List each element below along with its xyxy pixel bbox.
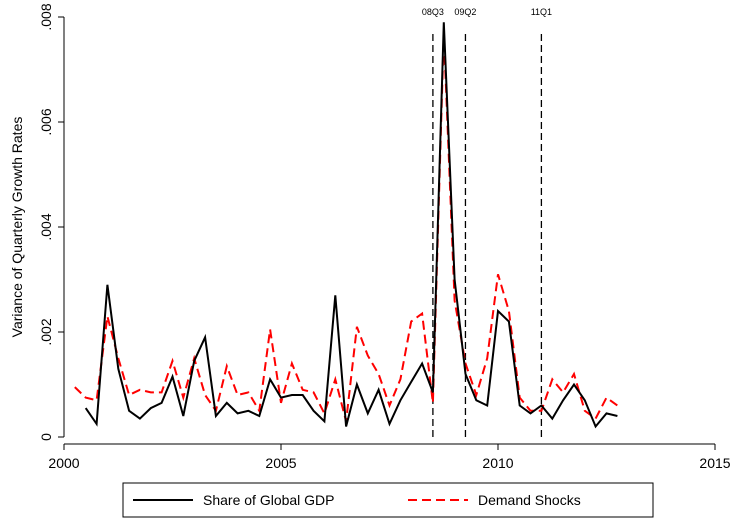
- x-tick-label: 2000: [48, 455, 79, 471]
- y-axis-title: Variance of Quarterly Growth Rates: [9, 117, 25, 338]
- event-label: 11Q1: [531, 7, 552, 17]
- y-tick-label: .006: [38, 108, 54, 135]
- x-tick-label: 2010: [482, 455, 513, 471]
- axes: 0 .002 .004 .006 .008 2000 2005 2010 2015 Varia…: [9, 3, 731, 471]
- series-line-1: [84, 22, 618, 429]
- legend-box: [122, 482, 654, 518]
- y-axis-ticks: 0 .002 .004 .006 .008: [38, 3, 64, 441]
- legend: Share of Global GDP Demand Shocks: [122, 482, 654, 518]
- series-lines: [74, 22, 618, 429]
- y-tick-label: .008: [38, 3, 54, 30]
- legend-label: Demand Shocks: [478, 492, 581, 508]
- legend-label: Share of Global GDP: [203, 492, 335, 508]
- y-tick-label: .002: [38, 318, 54, 345]
- x-tick-label: 2005: [265, 455, 296, 471]
- y-tick-label: 0: [38, 433, 54, 441]
- event-label: 09Q2: [454, 7, 476, 17]
- x-axis-ticks: 2000 2005 2010 2015: [48, 444, 731, 471]
- y-tick-label: .004: [38, 213, 54, 240]
- event-label: 08Q3: [422, 7, 444, 17]
- x-tick-label: 2015: [699, 455, 730, 471]
